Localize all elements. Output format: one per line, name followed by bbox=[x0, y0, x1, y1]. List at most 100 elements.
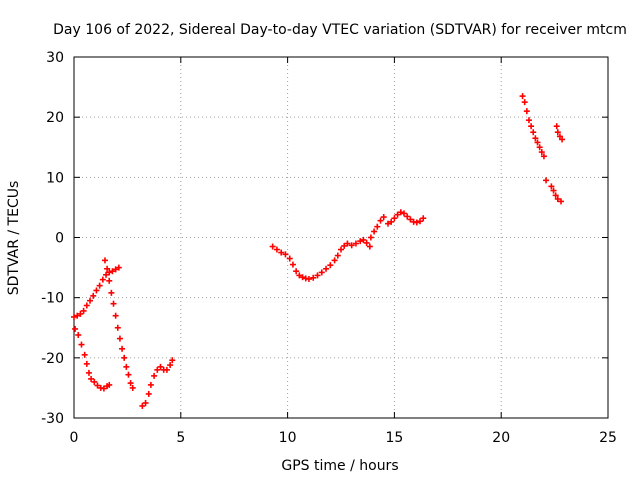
data-point bbox=[125, 371, 132, 378]
data-point bbox=[519, 93, 526, 100]
data-point bbox=[331, 257, 338, 264]
data-point bbox=[78, 341, 85, 348]
data-point bbox=[106, 269, 113, 276]
data-point bbox=[299, 274, 306, 281]
data-point bbox=[397, 209, 404, 216]
x-axis-label: GPS time / hours bbox=[281, 458, 398, 474]
data-point bbox=[116, 335, 123, 342]
data-point bbox=[352, 240, 359, 247]
y-tick-label: -10 bbox=[41, 291, 64, 307]
x-tick-label: 15 bbox=[385, 430, 403, 446]
data-point bbox=[115, 264, 122, 271]
data-points bbox=[71, 93, 566, 409]
data-point bbox=[528, 123, 535, 130]
grid-lines bbox=[74, 57, 608, 418]
data-point bbox=[338, 246, 344, 253]
data-point bbox=[121, 354, 128, 361]
data-point bbox=[80, 307, 87, 314]
data-point bbox=[112, 312, 119, 319]
data-point bbox=[129, 384, 136, 391]
data-point bbox=[286, 255, 293, 262]
y-tick-label: 0 bbox=[55, 231, 64, 247]
y-tick-label: 30 bbox=[46, 50, 64, 66]
data-point bbox=[83, 360, 90, 367]
data-point bbox=[127, 380, 134, 387]
data-point bbox=[536, 144, 543, 151]
data-point bbox=[269, 243, 276, 250]
data-point bbox=[151, 372, 158, 379]
data-point bbox=[93, 287, 100, 294]
data-point bbox=[163, 366, 170, 373]
data-point bbox=[532, 135, 539, 142]
data-point bbox=[91, 378, 98, 385]
data-point bbox=[556, 133, 563, 140]
data-point bbox=[552, 192, 559, 199]
data-point bbox=[305, 276, 312, 283]
data-point bbox=[388, 218, 395, 225]
data-point bbox=[377, 217, 384, 224]
data-point bbox=[96, 282, 103, 289]
data-point bbox=[357, 238, 364, 245]
x-tick-label: 10 bbox=[279, 430, 297, 446]
data-point bbox=[318, 269, 325, 276]
data-point bbox=[367, 234, 374, 241]
data-point bbox=[77, 310, 84, 317]
data-point bbox=[538, 149, 545, 156]
data-point bbox=[71, 313, 77, 320]
data-point bbox=[366, 243, 373, 250]
x-tick-label: 5 bbox=[176, 430, 185, 446]
data-point bbox=[550, 187, 557, 194]
data-point bbox=[553, 123, 560, 130]
data-point bbox=[114, 324, 121, 331]
data-point bbox=[289, 261, 296, 268]
data-point bbox=[521, 99, 528, 106]
data-point bbox=[401, 210, 408, 217]
data-point bbox=[106, 277, 113, 284]
data-point bbox=[554, 129, 561, 136]
data-point bbox=[314, 272, 321, 279]
data-point bbox=[142, 399, 149, 406]
data-point bbox=[154, 366, 161, 373]
data-point bbox=[525, 117, 532, 124]
data-point bbox=[554, 195, 561, 202]
data-point bbox=[407, 216, 414, 223]
data-point bbox=[540, 153, 547, 160]
data-point bbox=[119, 345, 126, 352]
data-point bbox=[112, 266, 119, 273]
data-point bbox=[334, 252, 341, 259]
data-point bbox=[145, 390, 152, 397]
data-point bbox=[104, 265, 111, 272]
data-point bbox=[110, 300, 117, 307]
x-tick-label: 0 bbox=[70, 430, 79, 446]
data-point bbox=[380, 214, 387, 221]
data-point bbox=[103, 271, 110, 278]
data-point bbox=[394, 211, 401, 218]
data-point bbox=[548, 183, 555, 190]
data-point bbox=[83, 302, 90, 309]
data-point bbox=[123, 363, 130, 370]
data-point bbox=[169, 357, 176, 364]
data-point bbox=[99, 276, 106, 283]
data-point bbox=[87, 297, 94, 304]
data-point bbox=[293, 268, 300, 275]
data-point bbox=[147, 381, 154, 388]
data-point bbox=[108, 289, 115, 296]
data-point bbox=[167, 362, 174, 369]
data-point bbox=[374, 223, 381, 230]
data-point bbox=[310, 274, 317, 281]
y-tick-label: -30 bbox=[41, 411, 64, 427]
data-point bbox=[543, 177, 550, 184]
data-point bbox=[371, 228, 378, 235]
data-point bbox=[81, 351, 88, 358]
data-point bbox=[139, 402, 146, 409]
data-point bbox=[88, 375, 95, 382]
y-axis-label: SDTVAR / TECUs bbox=[6, 181, 22, 296]
data-point bbox=[341, 242, 348, 249]
data-point bbox=[404, 213, 411, 220]
data-point bbox=[278, 249, 285, 256]
data-point bbox=[413, 219, 420, 226]
data-point bbox=[101, 257, 108, 264]
data-point bbox=[523, 108, 530, 115]
data-point bbox=[327, 262, 334, 269]
